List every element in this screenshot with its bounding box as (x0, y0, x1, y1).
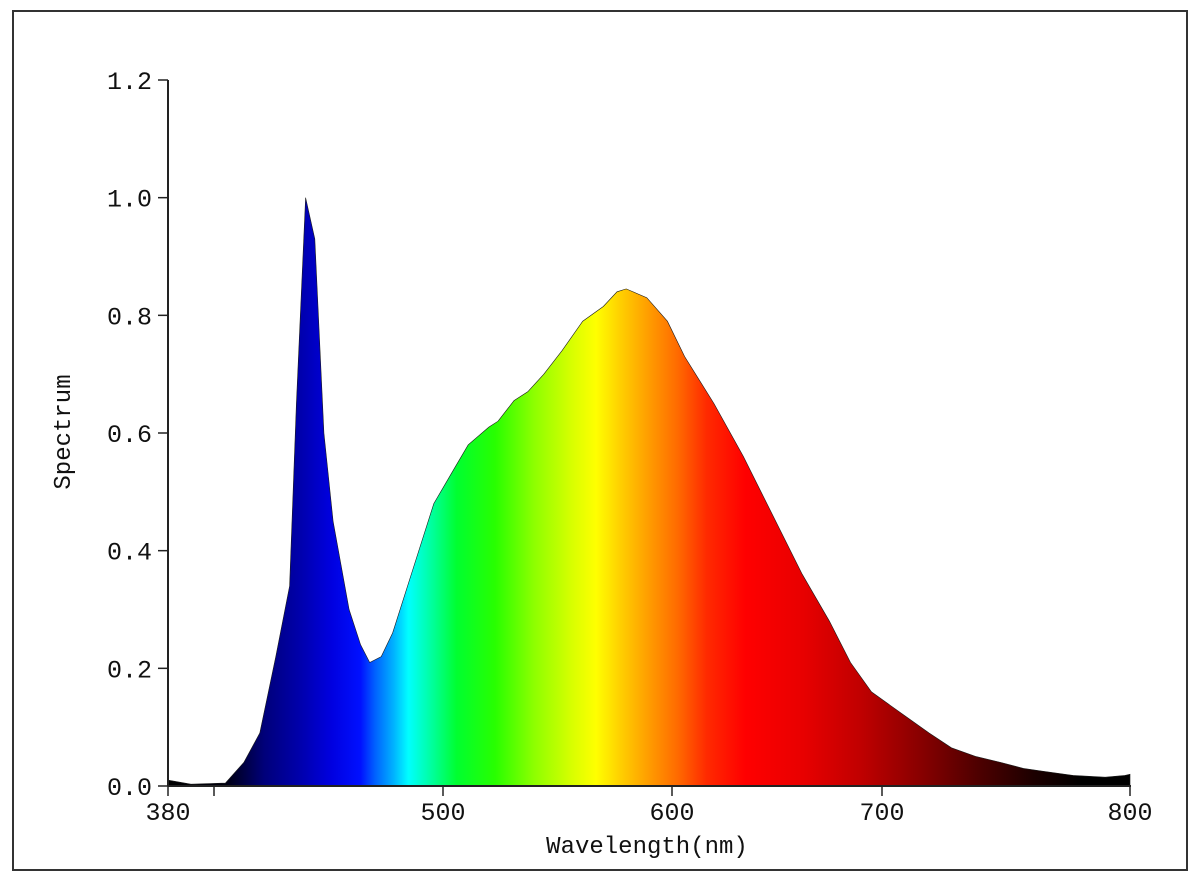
y-tick-label: 1.0 (107, 186, 152, 215)
x-axis-title: Wavelength(nm) (546, 834, 748, 861)
y-tick-label: 0.2 (107, 656, 152, 685)
x-tick-label: 700 (859, 799, 904, 828)
x-axis-ticks: 380 500 600 700 800 (145, 786, 1153, 828)
spectrum-area (167, 197, 1131, 787)
y-axis-title: Spectrum (51, 374, 78, 489)
x-tick-label: 500 (420, 799, 465, 828)
y-tick-label: 0.6 (107, 421, 152, 450)
y-tick-label: 0.4 (107, 539, 152, 568)
x-tick-label: 800 (1107, 799, 1152, 828)
y-axis-ticks: 0.0 0.2 0.4 0.6 0.8 1.0 1.2 (107, 68, 168, 803)
x-tick-label: 600 (649, 799, 694, 828)
y-tick-label: 0.0 (107, 774, 152, 803)
y-tick-label: 0.8 (107, 303, 152, 332)
y-tick-label: 1.2 (107, 68, 152, 97)
x-tick-label: 380 (145, 799, 190, 828)
